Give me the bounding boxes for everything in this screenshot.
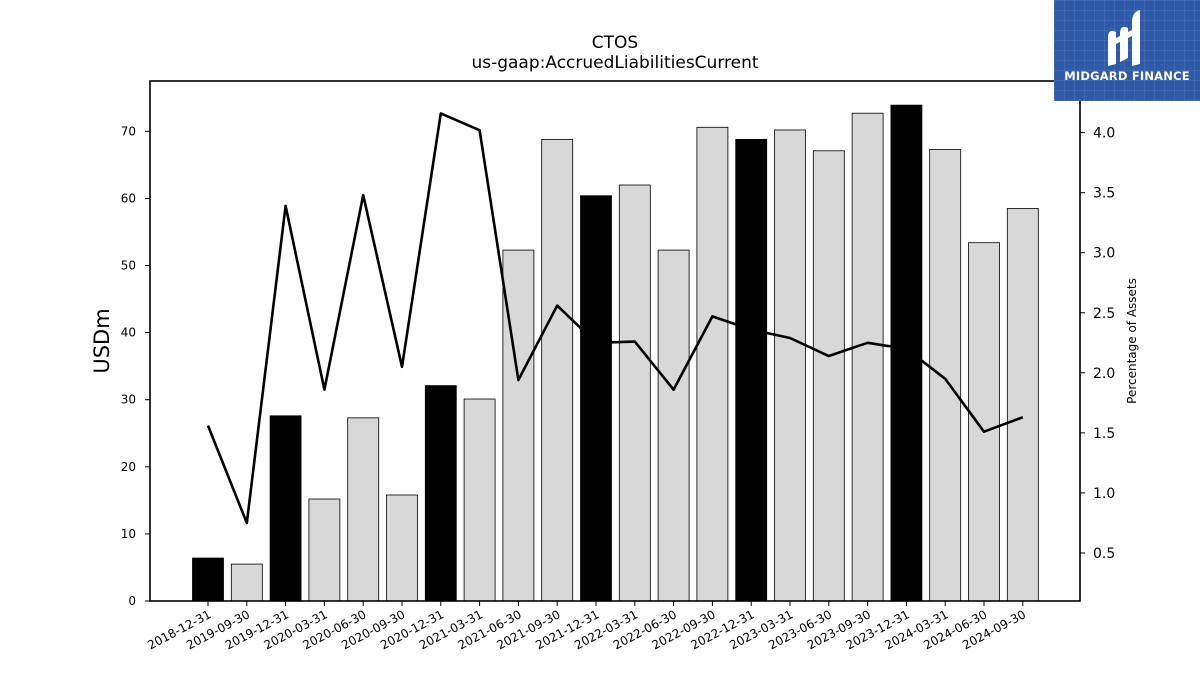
- chart-subtitle: us-gaap:AccruedLiabilitiesCurrent: [471, 53, 758, 73]
- bar-2022-12-31: [735, 138, 768, 602]
- bar-2023-12-31: [890, 104, 923, 602]
- bar-2022-06-30: [657, 249, 690, 602]
- bar-2020-09-30: [386, 494, 418, 602]
- bar-2022-09-30: [696, 126, 729, 602]
- bar-2023-09-30: [851, 112, 884, 602]
- y2-axis-ticks: 0.5 1.0 1.5 2.0 2.5 3.0 3.5 4.0: [1080, 126, 1115, 562]
- y2-tick-label: 4.0: [1093, 126, 1115, 142]
- y2-tick-label: 0.5: [1093, 546, 1115, 562]
- y2-tick-label: 2.0: [1093, 366, 1115, 382]
- y-tick-label: 60: [121, 191, 136, 205]
- y2-tick-label: 2.5: [1093, 306, 1115, 322]
- bar-2023-06-30: [812, 150, 845, 602]
- y-tick-label: 0: [128, 594, 136, 608]
- bar-2021-03-31: [463, 398, 496, 602]
- bar-2019-09-30: [230, 563, 263, 602]
- bar-2019-12-31: [269, 415, 302, 602]
- y2-tick-label: 3.5: [1093, 186, 1115, 202]
- axes: [149, 80, 1081, 602]
- bar-2024-03-31: [929, 149, 962, 602]
- bar-2024-09-30: [1006, 208, 1039, 602]
- plot-frame: [149, 80, 1081, 602]
- bar-2018-12-31: [192, 557, 224, 602]
- logo-mark-icon: [1108, 10, 1140, 66]
- y2-tick-label: 1.5: [1093, 426, 1115, 442]
- y2-axis-label: Percentage of Assets: [1125, 278, 1139, 404]
- percentage-line: [206, 112, 1024, 525]
- bar-2021-09-30: [541, 138, 574, 602]
- y-tick-label: 40: [121, 326, 136, 340]
- y-tick-label: 20: [121, 460, 136, 474]
- line-series: [206, 112, 1024, 525]
- y2-tick-label: 1.0: [1093, 486, 1115, 502]
- bar-2024-06-30: [968, 242, 1000, 602]
- y-axis-ticks: 0 10 20 30 40 50 60 70: [121, 124, 150, 608]
- y-axis-label: USDm: [90, 308, 114, 373]
- x-axis-ticks: 2018-12-312019-09-302019-12-312020-03-31…: [145, 601, 1028, 652]
- y-tick-label: 70: [121, 124, 136, 138]
- logo-text: MIDGARD FINANCE: [1064, 69, 1190, 83]
- bar-2020-03-31: [308, 498, 341, 602]
- bar-2020-12-31: [424, 385, 457, 602]
- y2-tick-label: 3.0: [1093, 246, 1115, 262]
- bar-series: [192, 104, 1039, 602]
- bar-2020-06-30: [347, 417, 380, 602]
- chart-title: CTOS: [592, 33, 638, 53]
- bar-2021-12-31: [580, 195, 612, 602]
- midgard-finance-logo: MIDGARD FINANCE: [1054, 0, 1200, 101]
- y-tick-label: 50: [121, 259, 136, 273]
- y-tick-label: 10: [121, 527, 136, 541]
- y-tick-label: 30: [121, 393, 136, 407]
- bar-2023-03-31: [774, 129, 806, 602]
- bar-2022-03-31: [618, 184, 651, 602]
